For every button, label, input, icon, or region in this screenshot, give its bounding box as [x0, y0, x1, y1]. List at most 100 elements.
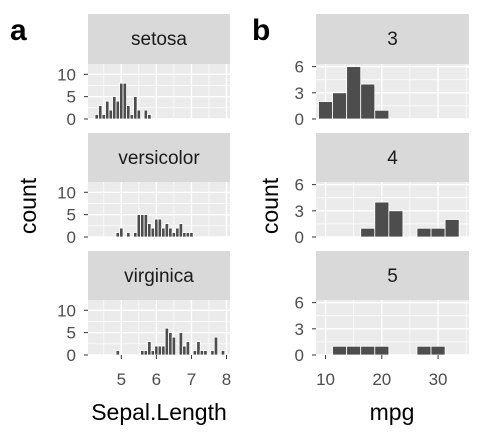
facet-strip-label: 5	[387, 266, 398, 287]
histogram-bar	[374, 109, 390, 120]
histogram-bar	[147, 223, 152, 238]
histogram-bar	[119, 82, 124, 120]
histogram-bar	[115, 100, 120, 120]
histogram-bar	[388, 210, 404, 238]
panel-a-sepal-length-histograms: a setosa 0 5 10 versicolor 0 5 10 virginica 0 5 10 5…	[10, 14, 231, 425]
x-axis-title: Sepal.Length	[91, 399, 227, 425]
histogram-bar	[161, 345, 166, 356]
y-tick-label: 6	[295, 58, 304, 77]
histogram-bar	[136, 109, 141, 120]
histogram-bar	[430, 227, 446, 238]
histogram-bar	[164, 223, 170, 238]
y-tick-label: 10	[57, 183, 76, 202]
histogram-bar	[185, 341, 191, 356]
histogram-bar	[168, 332, 173, 356]
histogram-bar	[94, 114, 99, 120]
histogram-bar	[346, 345, 362, 356]
histogram-bar	[133, 96, 138, 120]
facet-strip-label: virginica	[124, 266, 194, 287]
histogram-bar	[136, 214, 141, 238]
x-tick-label: 20	[372, 370, 391, 389]
histogram-bar	[150, 350, 156, 356]
histogram-bar	[112, 96, 117, 120]
histogram-bar	[430, 345, 446, 356]
y-axis-title: count	[257, 177, 283, 234]
facet-plot-background	[316, 300, 469, 355]
y-tick-label: 10	[57, 301, 76, 320]
y-tick-label: 0	[295, 346, 304, 365]
histogram-bar	[360, 83, 376, 120]
facet-strip	[88, 14, 230, 64]
histogram-bar	[332, 345, 348, 356]
facet-strip-label: 3	[387, 29, 398, 50]
x-tick-label: 30	[429, 370, 448, 389]
y-tick-label: 6	[295, 176, 304, 195]
x-tick-label: 10	[316, 370, 335, 389]
histogram-bar	[444, 219, 460, 238]
histogram-bar	[143, 350, 149, 356]
histogram-bar	[210, 350, 215, 356]
histogram-bar	[161, 227, 166, 238]
y-tick-label: 0	[295, 228, 304, 247]
histogram-bar	[416, 345, 432, 356]
histogram-bar	[154, 345, 159, 356]
histogram-bar	[192, 350, 198, 356]
facet-strip	[316, 133, 469, 182]
histogram-bar	[374, 201, 390, 238]
x-tick-label: 8	[222, 370, 231, 389]
panel-b-label: b	[252, 14, 270, 47]
histogram-bar	[105, 100, 110, 120]
y-tick-label: 0	[67, 346, 76, 365]
histogram-bar	[119, 227, 124, 238]
histogram-bar	[164, 327, 170, 356]
histogram-bar	[126, 105, 131, 120]
histogram-bar	[213, 336, 219, 356]
histogram-bar	[108, 109, 113, 120]
histogram-bar	[220, 350, 226, 356]
histogram-bar	[360, 227, 376, 238]
histogram-bar	[332, 92, 348, 120]
histogram-bar	[129, 114, 134, 120]
y-tick-label: 5	[67, 324, 76, 343]
y-tick-label: 0	[67, 110, 76, 129]
histogram-bar	[168, 227, 173, 238]
x-tick-label: 7	[187, 370, 196, 389]
histogram-bar	[157, 218, 163, 238]
histogram-bar	[199, 350, 205, 356]
histogram-bar	[140, 350, 145, 356]
histogram-bar	[101, 114, 106, 120]
y-tick-label: 5	[67, 206, 76, 225]
panel-a-label: a	[10, 14, 27, 47]
histogram-bar	[133, 232, 138, 238]
y-axis-title: count	[15, 177, 41, 234]
histogram-bar	[171, 336, 177, 356]
y-tick-label: 0	[67, 228, 76, 247]
y-tick-label: 10	[57, 65, 76, 84]
histogram-bar	[140, 214, 145, 238]
histogram-bar	[416, 227, 432, 238]
histogram-bar	[178, 332, 184, 356]
y-tick-label: 6	[295, 294, 304, 313]
histogram-bar	[154, 218, 159, 238]
histogram-bar	[189, 232, 194, 238]
histogram-bar	[122, 82, 127, 120]
y-tick-label: 3	[295, 320, 304, 339]
histogram-bar	[98, 105, 103, 120]
facet-strip	[316, 251, 469, 300]
histogram-bar	[171, 232, 177, 238]
y-tick-label: 3	[295, 202, 304, 221]
x-tick-label: 5	[117, 370, 126, 389]
y-tick-label: 0	[295, 110, 304, 129]
x-tick-label: 6	[152, 370, 161, 389]
histogram-bar	[115, 232, 120, 238]
histogram-bar	[147, 114, 152, 120]
histogram-bar	[203, 350, 208, 356]
histogram-bar	[360, 345, 376, 356]
histogram-bar	[175, 227, 180, 238]
histogram-bar	[157, 345, 163, 356]
histogram-bar	[147, 341, 152, 356]
histogram-bar	[182, 345, 187, 356]
facet-strip	[316, 14, 469, 64]
